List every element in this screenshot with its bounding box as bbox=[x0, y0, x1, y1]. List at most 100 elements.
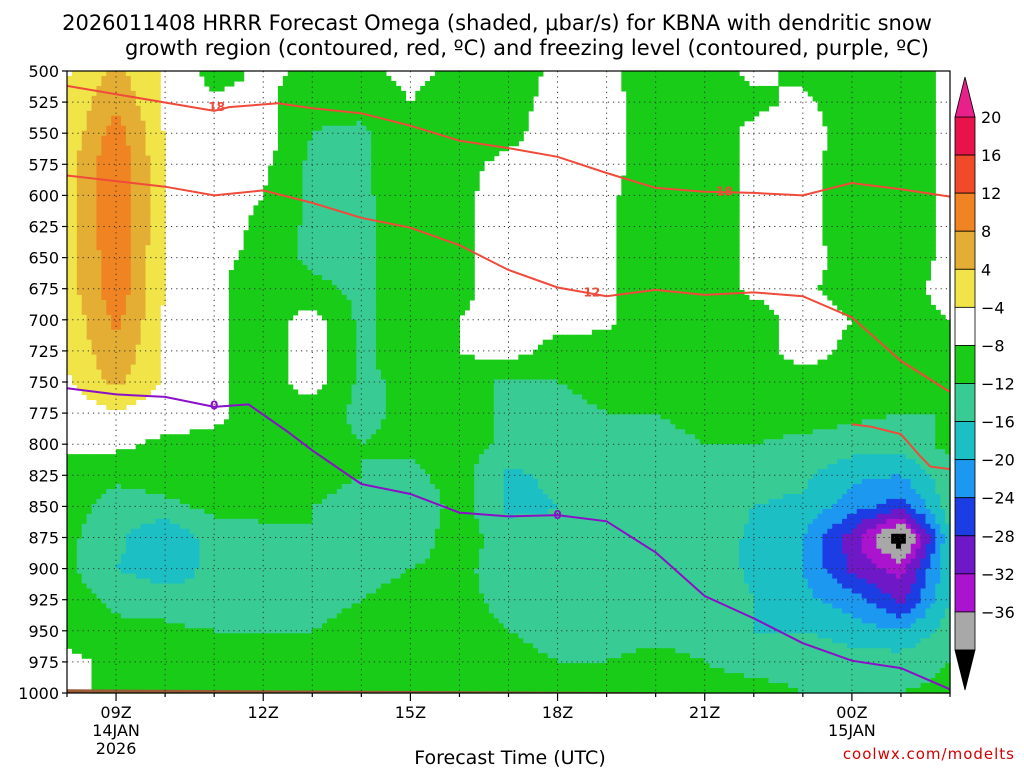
omega-cell bbox=[802, 75, 809, 82]
omega-cell bbox=[714, 240, 721, 246]
omega-cell bbox=[380, 85, 387, 92]
omega-cell bbox=[783, 80, 789, 87]
omega-cell bbox=[900, 270, 907, 276]
omega-cell bbox=[67, 205, 73, 211]
omega-cell bbox=[410, 245, 416, 251]
omega-cell bbox=[410, 240, 416, 246]
omega-cell bbox=[685, 140, 691, 147]
omega-cell bbox=[685, 240, 691, 246]
omega-cell bbox=[842, 240, 848, 246]
omega-cell bbox=[729, 205, 735, 211]
omega-cell bbox=[488, 125, 495, 132]
omega-cell bbox=[116, 140, 122, 147]
omega-cell bbox=[425, 110, 431, 117]
omega-cell bbox=[219, 85, 225, 92]
omega-cell bbox=[729, 275, 735, 281]
omega-cell bbox=[488, 145, 495, 152]
omega-cell bbox=[474, 90, 480, 97]
omega-cell bbox=[71, 170, 78, 177]
omega-cell bbox=[341, 180, 348, 187]
omega-cell bbox=[493, 95, 500, 102]
omega-cell bbox=[86, 190, 93, 196]
omega-cell bbox=[444, 265, 451, 271]
omega-cell bbox=[920, 71, 927, 77]
omega-cell bbox=[86, 270, 93, 276]
omega-cell bbox=[444, 155, 451, 162]
omega-cell bbox=[734, 225, 740, 231]
omega-cell bbox=[724, 75, 730, 82]
omega-cell bbox=[91, 230, 98, 236]
omega-cell bbox=[449, 160, 456, 167]
omega-cell bbox=[140, 145, 147, 152]
omega-cell bbox=[86, 150, 93, 157]
omega-cell bbox=[920, 145, 927, 152]
omega-cell bbox=[896, 245, 902, 251]
omega-cell bbox=[891, 275, 897, 281]
omega-cell bbox=[444, 250, 451, 256]
omega-cell bbox=[410, 125, 416, 132]
omega-cell bbox=[336, 160, 343, 167]
omega-cell bbox=[817, 85, 824, 92]
omega-cell bbox=[827, 250, 833, 256]
omega-cell bbox=[704, 240, 711, 246]
omega-cell bbox=[626, 135, 632, 142]
omega-cell bbox=[636, 90, 642, 97]
omega-cell bbox=[528, 71, 534, 77]
omega-cell bbox=[400, 215, 407, 221]
omega-cell bbox=[302, 80, 308, 87]
omega-cell bbox=[645, 260, 652, 266]
omega-cell bbox=[655, 71, 662, 77]
omega-cell bbox=[150, 110, 156, 117]
omega-cell bbox=[449, 115, 456, 122]
omega-cell bbox=[670, 95, 676, 102]
omega-cell bbox=[130, 130, 137, 137]
omega-cell bbox=[694, 155, 701, 162]
omega-cell bbox=[331, 165, 338, 172]
omega-cell bbox=[371, 165, 377, 172]
omega-cell bbox=[871, 215, 878, 221]
omega-cell bbox=[827, 255, 833, 261]
omega-cell bbox=[317, 165, 323, 172]
omega-cell bbox=[488, 150, 495, 157]
omega-cell bbox=[439, 100, 446, 107]
omega-cell bbox=[685, 95, 691, 102]
omega-cell bbox=[709, 80, 716, 87]
omega-cell bbox=[866, 255, 873, 261]
omega-cell bbox=[307, 100, 313, 107]
omega-cell bbox=[900, 190, 907, 196]
omega-cell bbox=[150, 130, 156, 137]
omega-cell bbox=[317, 220, 323, 226]
omega-cell bbox=[160, 190, 166, 196]
omega-cell bbox=[626, 105, 632, 112]
omega-cell bbox=[135, 220, 142, 226]
omega-cell bbox=[307, 220, 313, 226]
omega-cell bbox=[690, 195, 696, 201]
omega-cell bbox=[748, 115, 755, 122]
omega-cell bbox=[680, 195, 686, 201]
omega-cell bbox=[881, 215, 887, 221]
omega-cell bbox=[846, 195, 853, 201]
omega-cell bbox=[694, 190, 701, 196]
omega-cell bbox=[699, 75, 706, 82]
omega-cell bbox=[307, 230, 313, 236]
omega-cell bbox=[150, 145, 156, 152]
omega-cell bbox=[886, 85, 892, 92]
omega-cell bbox=[341, 240, 348, 246]
omega-cell bbox=[699, 210, 706, 216]
omega-cell bbox=[425, 105, 431, 112]
omega-cell bbox=[469, 95, 475, 102]
omega-cell bbox=[351, 250, 358, 256]
omega-cell bbox=[621, 220, 627, 226]
omega-cell bbox=[665, 215, 671, 221]
omega-cell bbox=[827, 80, 833, 87]
omega-cell bbox=[729, 180, 735, 187]
omega-cell bbox=[699, 230, 706, 236]
omega-cell bbox=[346, 71, 353, 77]
omega-cell bbox=[356, 250, 362, 256]
omega-cell bbox=[449, 95, 456, 102]
omega-cell bbox=[111, 240, 117, 246]
omega-cell bbox=[724, 165, 730, 172]
omega-cell bbox=[690, 155, 696, 162]
omega-cell bbox=[469, 170, 475, 177]
omega-cell bbox=[709, 150, 716, 157]
